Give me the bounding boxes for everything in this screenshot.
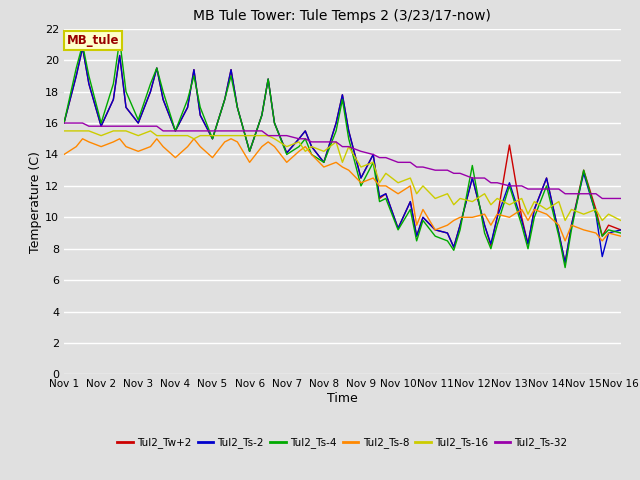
Title: MB Tule Tower: Tule Temps 2 (3/23/17-now): MB Tule Tower: Tule Temps 2 (3/23/17-now… (193, 10, 492, 24)
Text: MB_tule: MB_tule (67, 35, 119, 48)
Legend: Tul2_Tw+2, Tul2_Ts-2, Tul2_Ts-4, Tul2_Ts-8, Tul2_Ts-16, Tul2_Ts-32: Tul2_Tw+2, Tul2_Ts-2, Tul2_Ts-4, Tul2_Ts… (113, 433, 572, 453)
X-axis label: Time: Time (327, 392, 358, 405)
Y-axis label: Temperature (C): Temperature (C) (29, 151, 42, 252)
